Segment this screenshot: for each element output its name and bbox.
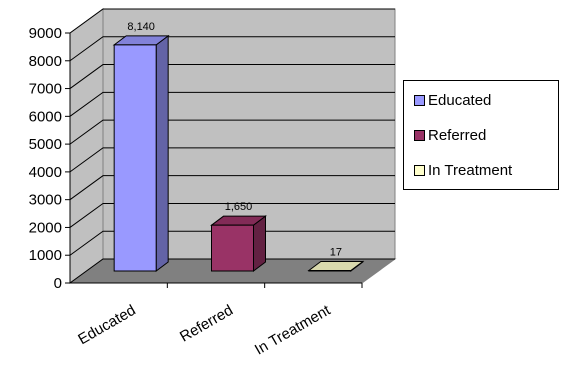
gridline-1000 [69, 230, 395, 256]
y-tick-label-0: 0 [54, 275, 62, 292]
bar-front-referred [211, 224, 254, 272]
gridline-4000 [69, 147, 395, 173]
y-tick-label-9000: 9000 [29, 25, 62, 42]
bars [112, 34, 365, 272]
axes [69, 33, 363, 288]
legend-item-referred: Referred [414, 126, 486, 144]
bar-in-treatment [307, 260, 365, 272]
y-tick-label-7000: 7000 [29, 81, 62, 98]
legend-swatch-educated [414, 94, 425, 106]
gridline-2000 [69, 202, 395, 228]
bar-educated [112, 34, 170, 272]
data-labels: 8,140 1,650 17 [127, 21, 342, 259]
legend-swatch-referred [414, 129, 425, 141]
y-tick-label-4000: 4000 [29, 164, 62, 181]
gridline-7000 [69, 64, 395, 89]
legend-label-in-treatment: In Treatment [428, 161, 513, 179]
data-label-in-treatment: 17 [330, 247, 342, 259]
bar-front-educated [113, 44, 157, 272]
data-label-referred: 1,650 [225, 201, 253, 213]
legend-label-educated: Educated [428, 91, 492, 109]
y-tick-label-2000: 2000 [29, 219, 62, 236]
y-tick-label-3000: 3000 [29, 192, 62, 209]
y-tick-label-6000: 6000 [29, 108, 62, 125]
side-wall [69, 8, 104, 284]
legend-label-referred: Referred [428, 126, 487, 144]
gridlines [69, 8, 395, 284]
gridline-3000 [69, 175, 395, 201]
gridline-5000 [69, 119, 395, 145]
y-axis-ticks: 0 1000 2000 3000 4000 5000 6000 7000 8000 9000 [29, 25, 70, 292]
gridline-8000 [69, 36, 395, 62]
y-tick-label-1000: 1000 [29, 247, 62, 264]
gridline-6000 [69, 91, 395, 117]
legend-item-in-treatment: In Treatment [414, 161, 512, 179]
legend: Educated Referred In Treatment [403, 80, 559, 190]
x-tick-label-referred: Referred [177, 302, 236, 346]
legend-swatch-in-treatment [414, 164, 425, 176]
data-label-educated: 8,140 [127, 21, 155, 33]
bar-referred [210, 215, 267, 272]
y-tick-label-5000: 5000 [29, 136, 62, 153]
x-axis-ticks: Educated Referred In Treatment [75, 301, 334, 358]
legend-item-educated: Educated [414, 91, 491, 109]
gridline-0 [69, 258, 395, 284]
x-tick-label-educated: Educated [75, 302, 138, 348]
x-tick-label-in-treatment: In Treatment [252, 301, 334, 358]
gridline-9000 [69, 8, 395, 34]
y-tick-label-8000: 8000 [29, 53, 62, 70]
bar-side-educated [155, 34, 169, 272]
